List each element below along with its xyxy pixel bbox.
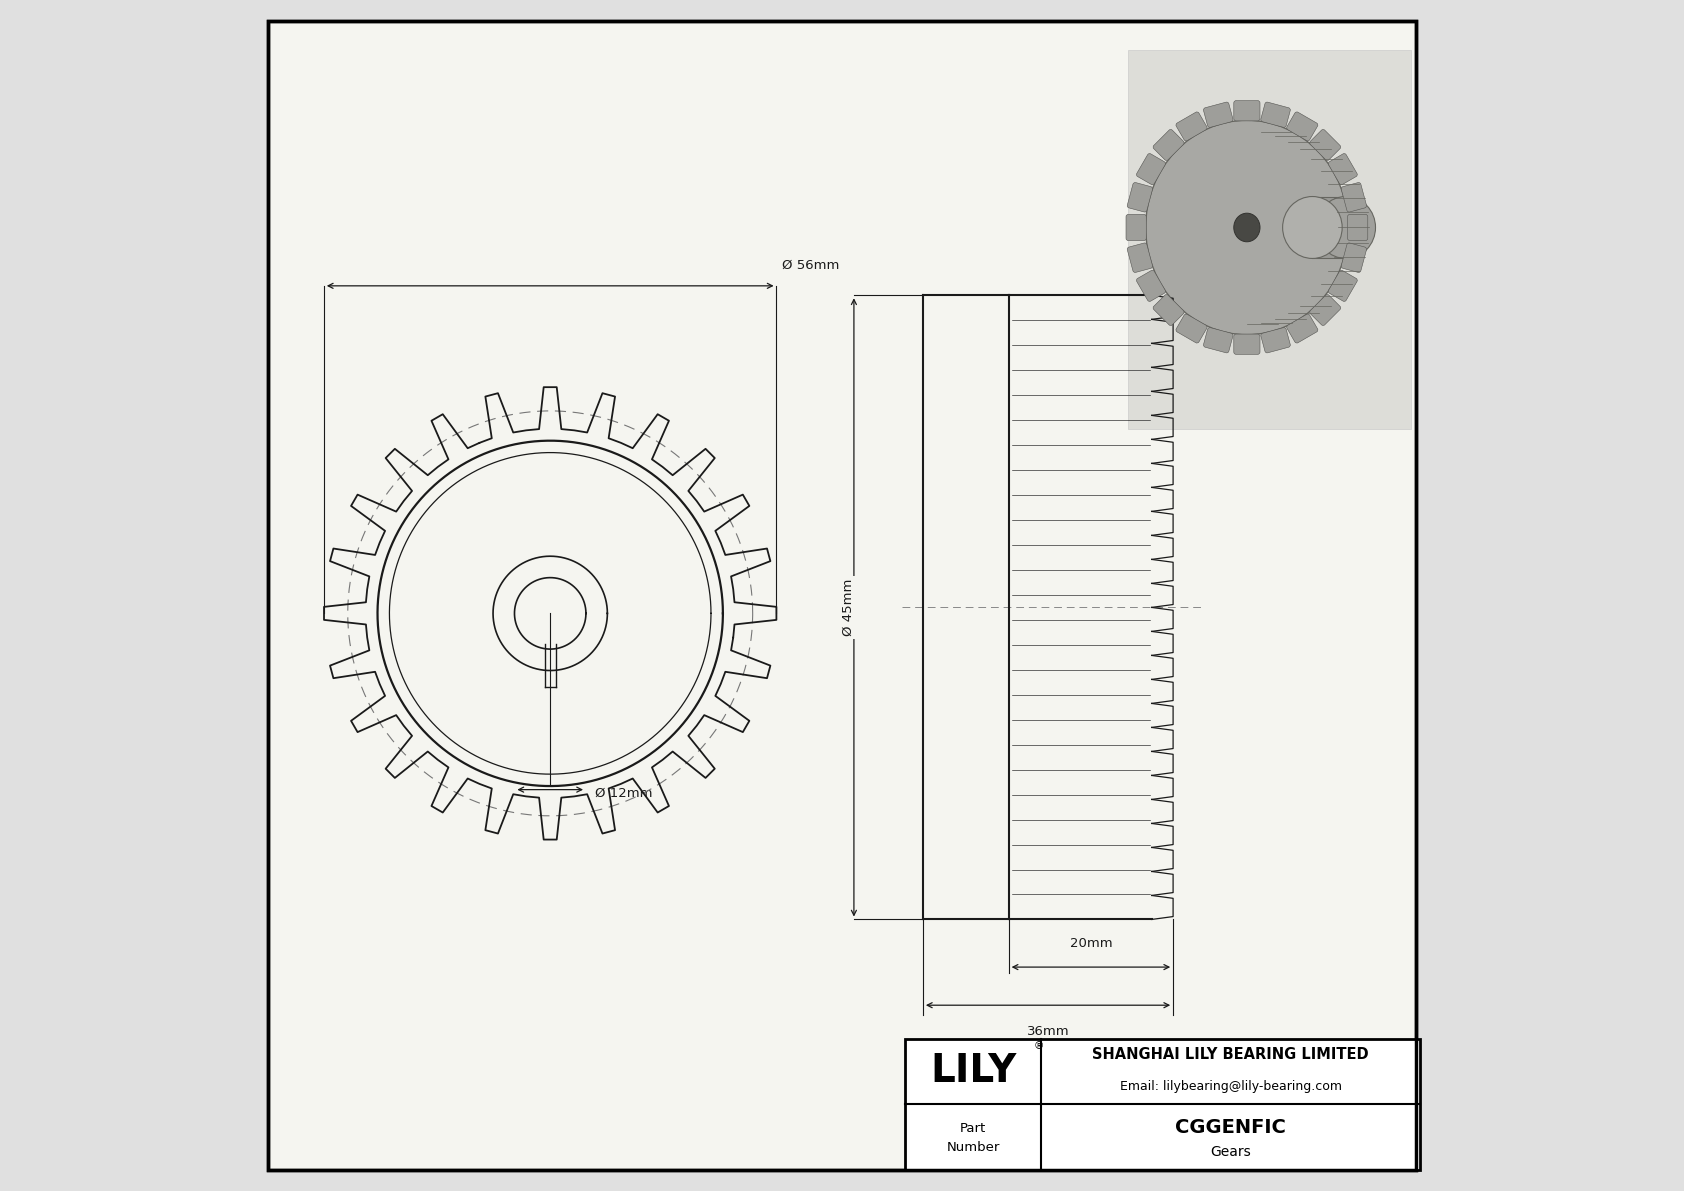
Text: Ø 12mm: Ø 12mm (596, 787, 653, 799)
Ellipse shape (1234, 213, 1260, 242)
FancyBboxPatch shape (1287, 112, 1319, 141)
Text: Part: Part (960, 1122, 987, 1135)
Text: SHANGHAI LILY BEARING LIMITED: SHANGHAI LILY BEARING LIMITED (1093, 1047, 1369, 1062)
FancyBboxPatch shape (1204, 328, 1233, 353)
FancyBboxPatch shape (1340, 243, 1366, 273)
FancyBboxPatch shape (1154, 294, 1184, 325)
FancyBboxPatch shape (1287, 314, 1319, 343)
FancyBboxPatch shape (1261, 328, 1290, 353)
FancyBboxPatch shape (1127, 243, 1152, 273)
FancyBboxPatch shape (1347, 214, 1367, 241)
Text: Ø 56mm: Ø 56mm (783, 258, 840, 272)
Ellipse shape (1283, 197, 1342, 258)
Text: ®: ® (1034, 1041, 1044, 1052)
FancyBboxPatch shape (1175, 112, 1207, 141)
Text: CGGENFIC: CGGENFIC (1175, 1118, 1287, 1136)
Text: Email: lilybearing@lily-bearing.com: Email: lilybearing@lily-bearing.com (1120, 1080, 1342, 1093)
Bar (1312, 197, 1346, 258)
FancyBboxPatch shape (1261, 102, 1290, 127)
FancyBboxPatch shape (1175, 314, 1207, 343)
Ellipse shape (1315, 197, 1376, 258)
Text: LILY: LILY (930, 1053, 1017, 1090)
FancyBboxPatch shape (1234, 101, 1260, 121)
Text: Number: Number (946, 1141, 1000, 1154)
Text: 36mm: 36mm (1027, 1025, 1069, 1037)
FancyBboxPatch shape (1329, 154, 1357, 185)
Text: 20mm: 20mm (1069, 937, 1111, 949)
FancyBboxPatch shape (1137, 270, 1165, 301)
FancyBboxPatch shape (1310, 294, 1340, 325)
FancyBboxPatch shape (1234, 335, 1260, 355)
Ellipse shape (1145, 120, 1349, 335)
Text: Gears: Gears (1211, 1146, 1251, 1159)
FancyBboxPatch shape (1329, 270, 1357, 301)
FancyBboxPatch shape (1310, 130, 1340, 161)
Bar (1128, 50, 1411, 429)
FancyBboxPatch shape (1204, 102, 1233, 127)
FancyBboxPatch shape (1137, 154, 1165, 185)
Text: Ø 45mm: Ø 45mm (842, 579, 854, 636)
FancyBboxPatch shape (1340, 182, 1366, 212)
FancyBboxPatch shape (1127, 214, 1147, 241)
FancyBboxPatch shape (1127, 182, 1152, 212)
FancyBboxPatch shape (1154, 130, 1184, 161)
Bar (904, 1039, 1420, 1170)
